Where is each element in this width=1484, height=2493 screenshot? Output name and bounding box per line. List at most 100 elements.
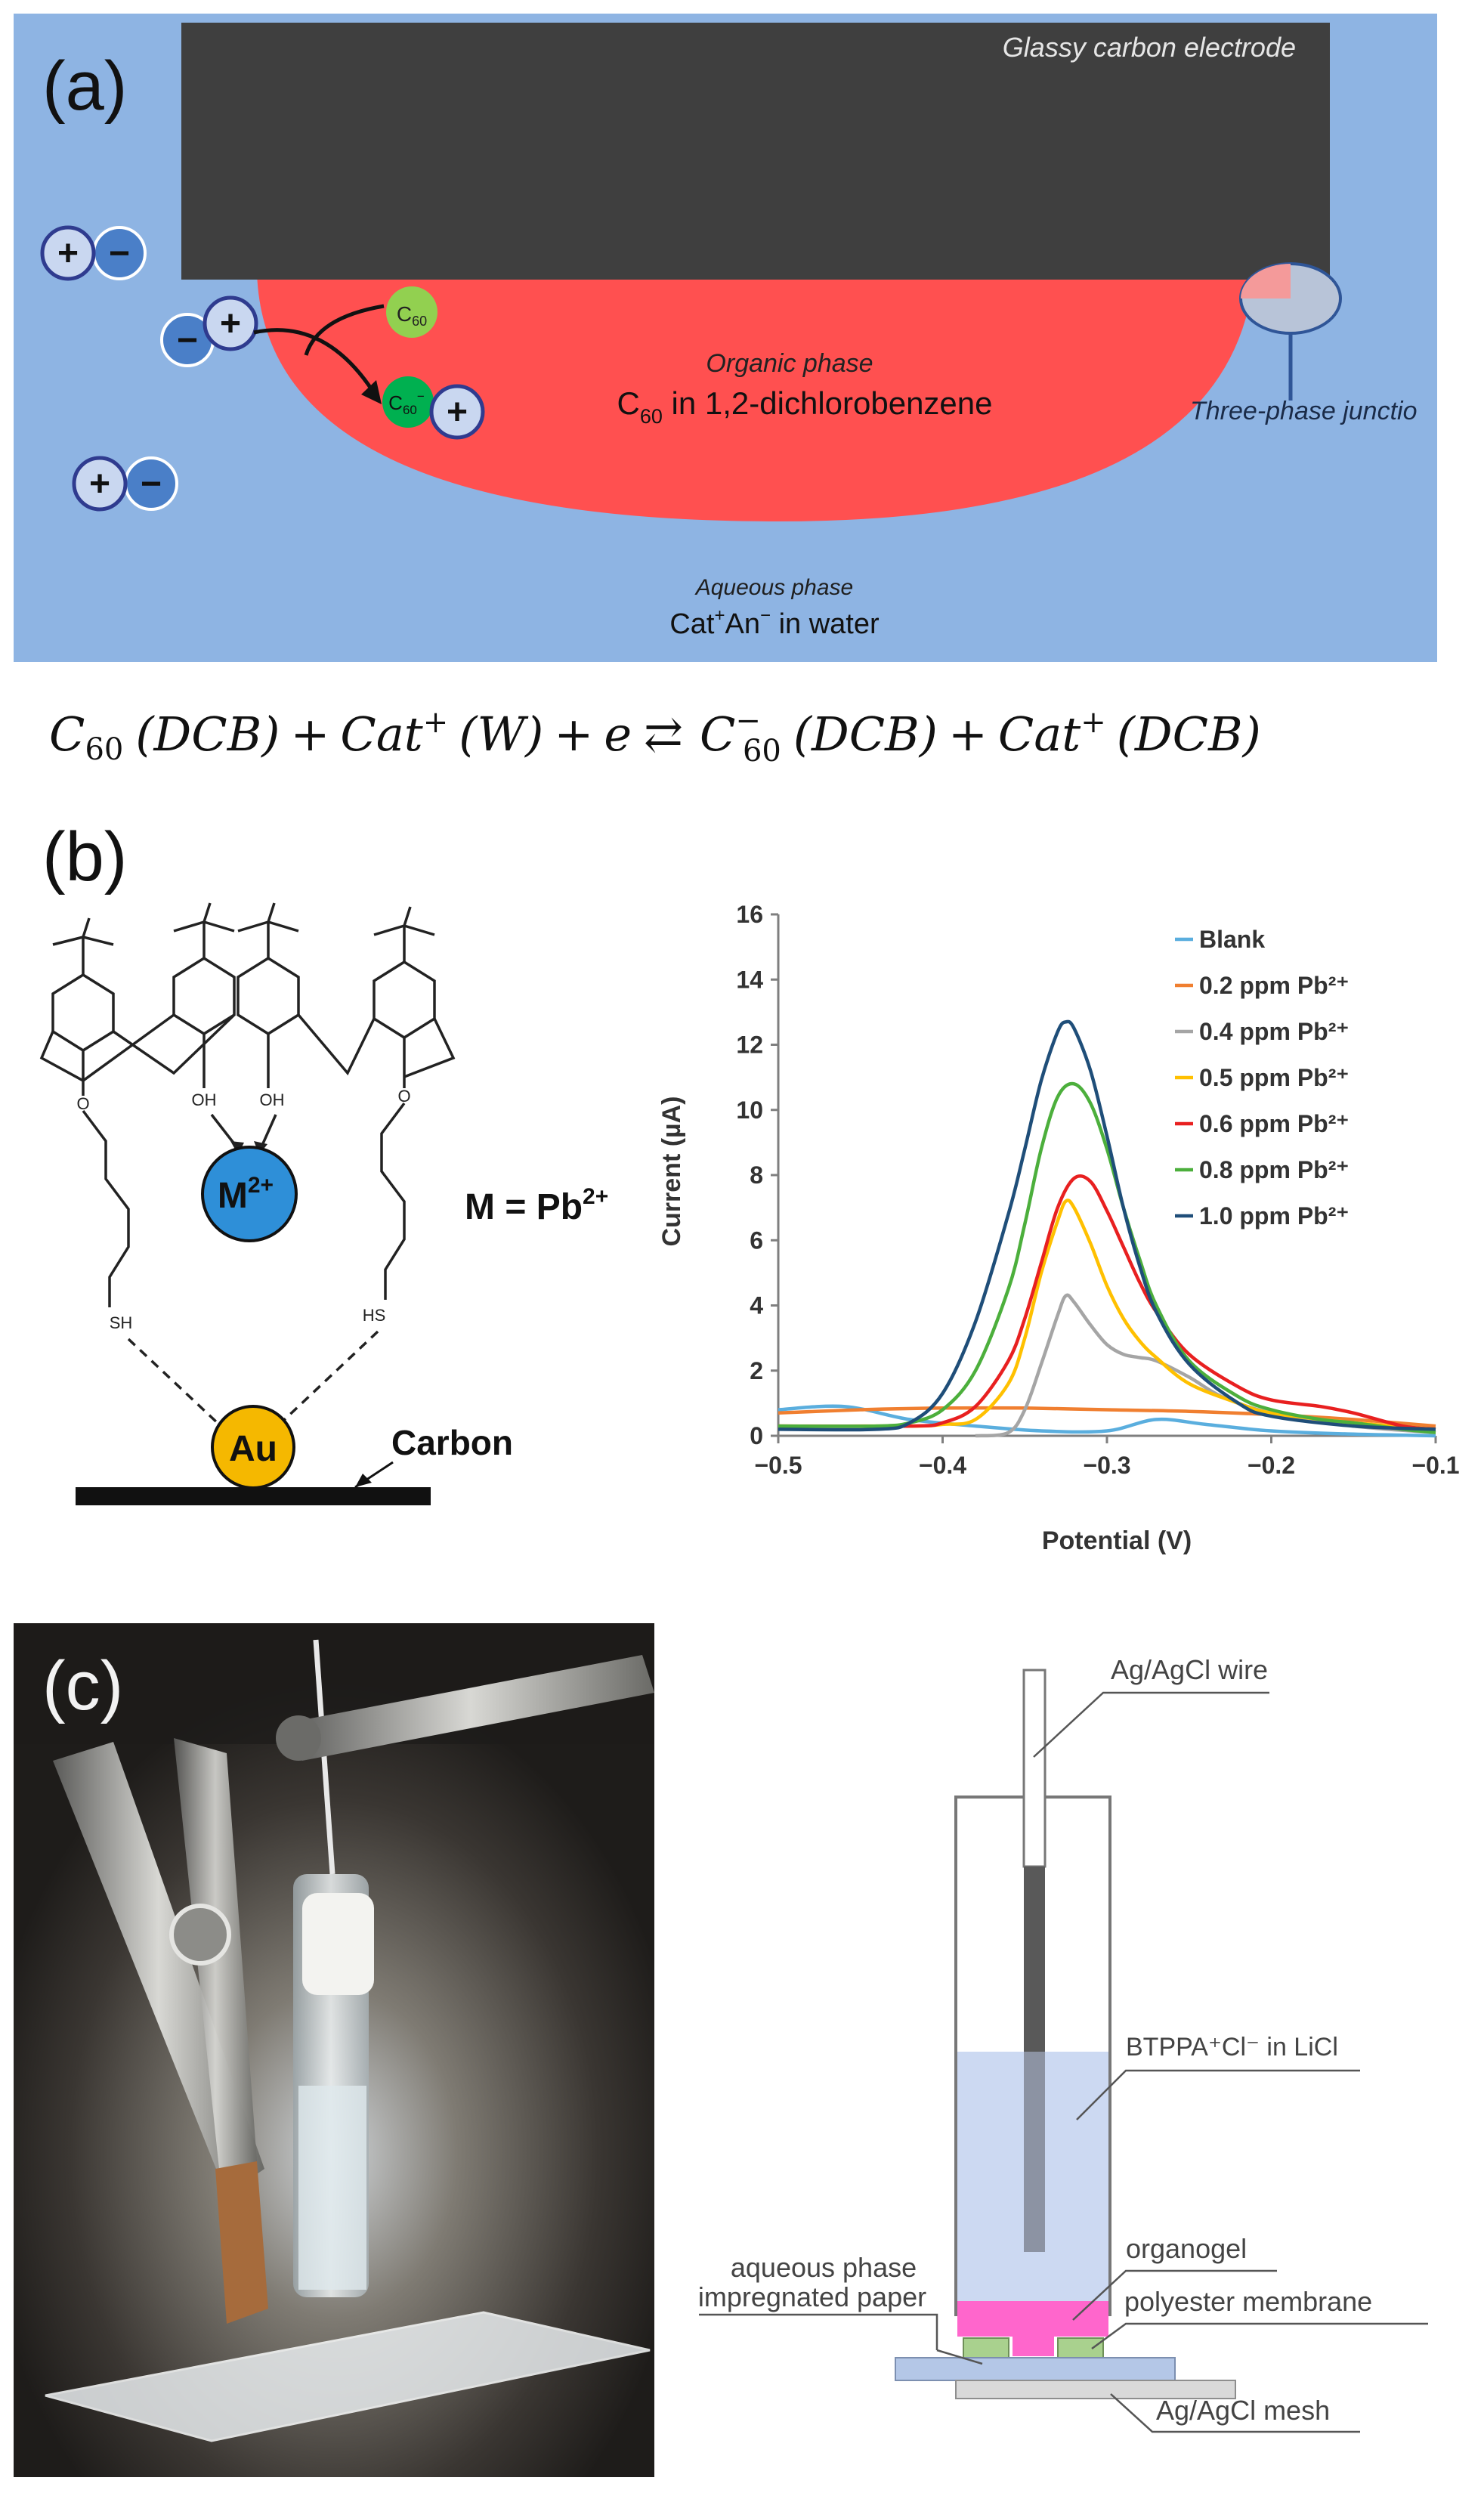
thiol-gold-bonds — [127, 1330, 379, 1426]
ion-pair-middle: − + — [160, 295, 258, 367]
svg-text:OH: OH — [192, 1090, 217, 1109]
chart-x-axis-label: Potential (V) — [1042, 1526, 1192, 1555]
agagcl-mesh — [955, 2380, 1236, 2399]
svg-text:Au: Au — [229, 1429, 277, 1469]
chart-y-tick-label: 4 — [750, 1292, 763, 1319]
chart-series-line-4 — [778, 1199, 1436, 1431]
metal-ion: M2+ — [201, 1146, 298, 1242]
chart-x-tick-label: −0.3 — [1083, 1452, 1130, 1479]
svg-text:O: O — [76, 1094, 89, 1113]
solution-label: BTPPA⁺Cl⁻ in LiCl — [1126, 2033, 1338, 2062]
organic-phase-droplet — [257, 272, 1254, 521]
svg-text:−: − — [177, 320, 198, 360]
svg-text:+: + — [57, 234, 79, 274]
chart-y-tick-label: 0 — [750, 1422, 763, 1449]
legend-label: 0.8 ppm Pb²⁺ — [1199, 1156, 1349, 1183]
chart-axes: −0.5 −0.4 −0.3 −0.2 −0.1 0 2 4 6 8 10 12 14 16 — [736, 901, 1459, 1479]
mesh-label: Ag/AgCl mesh — [1156, 2395, 1330, 2426]
svg-text:−: − — [109, 234, 130, 274]
chart-series-line-1 — [778, 1404, 1436, 1438]
svg-text:M2+: M2+ — [218, 1173, 274, 1216]
svg-text:HS: HS — [363, 1306, 386, 1325]
carbon-label: Carbon — [391, 1423, 513, 1462]
polyester-membrane-left — [963, 2337, 1009, 2358]
gold-nanoparticle: Au — [211, 1405, 295, 1489]
organogel-label: organogel — [1126, 2233, 1247, 2264]
panel-b: (b) O O — [39, 818, 608, 1505]
chart-y-tick-label: 8 — [750, 1161, 763, 1189]
svg-text:C60: C60 — [397, 302, 427, 329]
chart-legend: Blank 0.2 ppm Pb²⁺ 0.4 ppm Pb²⁺ 0.5 ppm Pb²… — [1175, 926, 1349, 1229]
electrode-label: Glassy carbon electrode — [1003, 32, 1296, 63]
electrochemical-cell-tube — [293, 1639, 374, 2297]
panel-c-schematic: Ag/AgCl wire BTPPA⁺Cl⁻ in LiCl organogel… — [698, 1654, 1428, 2433]
chart-y-tick-label: 14 — [736, 966, 763, 993]
chart-series-line-7 — [778, 1019, 1436, 1432]
calixarene-structure — [39, 902, 456, 1307]
glass-slide — [45, 2311, 651, 2442]
chart-series-lines — [778, 1019, 1436, 1438]
svg-text:C60(DCB)+Cat+(W)+e⇄C−60(DCB)+C: C60 (DCB) + Cat+ (W) + e ⇄ C− 60 (DCB) + Cat+ (DCB) — [49, 704, 1261, 769]
aqueous-phase-composition: Cat+An− in water — [669, 605, 880, 640]
c60-molecule: C60 — [386, 286, 437, 338]
ion-pair-bottom-left: + − — [72, 456, 178, 512]
svg-text:+: + — [447, 392, 468, 432]
panel-a: Glassy carbon electrode (a) Three-phase … — [14, 14, 1437, 662]
legend-label: 1.0 ppm Pb²⁺ — [1199, 1202, 1349, 1229]
panel-c-photo: (c) — [14, 1623, 654, 2477]
chart-series-line-2 — [778, 1406, 1436, 1428]
ion-pair-top-left: + − — [40, 225, 147, 281]
aqueous-paper-label-line2: impregnated paper — [698, 2281, 926, 2312]
chart-x-tick-label: −0.2 — [1247, 1452, 1295, 1479]
panel-b-label: (b) — [42, 818, 127, 895]
alligator-clip-top — [276, 1655, 654, 1761]
reaction-arrows — [253, 304, 385, 404]
chart-x-tick-label: −0.4 — [919, 1452, 966, 1479]
reaction-equation: C60 (DCB) + Cat+ (W) + e ⇄ C− 60 (DCB) + Cat+ (DCB) — [49, 704, 1261, 769]
legend-label: 0.2 ppm Pb²⁺ — [1199, 972, 1349, 999]
polyester-membrane-right — [1057, 2337, 1104, 2358]
chart-y-axis-label: Current (µA) — [657, 1096, 686, 1246]
chart-x-tick-label: −0.5 — [754, 1452, 802, 1479]
chart-x-tick-label: −0.1 — [1411, 1452, 1459, 1479]
chart-y-tick-label: 10 — [736, 1096, 763, 1124]
agagcl-wire-coated — [1024, 1867, 1045, 2052]
agagcl-wire — [1022, 1669, 1047, 1868]
chart-y-tick-label: 16 — [736, 901, 763, 928]
svg-text:OH: OH — [260, 1090, 285, 1109]
svg-text:C60−: C60− — [388, 389, 425, 417]
legend-label: Blank — [1199, 926, 1265, 953]
glassy-carbon-electrode — [181, 23, 1330, 280]
aqueous-paper-label-line1: aqueous phase — [731, 2252, 917, 2283]
chart-series-line-5 — [778, 1174, 1436, 1431]
organic-phase-composition: C60 in 1,2-dichlorobenzene — [617, 385, 992, 428]
reduced-c60-with-cation: C60− + — [382, 376, 485, 440]
svg-text:−: − — [141, 464, 162, 504]
wire-label: Ag/AgCl wire — [1111, 1654, 1268, 1685]
chart-y-tick-label: 2 — [750, 1357, 763, 1384]
legend-label: 0.5 ppm Pb²⁺ — [1199, 1064, 1349, 1091]
membrane-label: polyester membrane — [1124, 2286, 1372, 2317]
aqueous-paper — [895, 2357, 1176, 2381]
organic-phase-title: Organic phase — [706, 349, 873, 378]
panel-a-label: (a) — [42, 48, 127, 125]
junction-label: Three-phase junctio — [1190, 397, 1418, 425]
voltammetry-chart: −0.5 −0.4 −0.3 −0.2 −0.1 0 2 4 6 8 10 12 14 16 Blank 0… — [657, 901, 1460, 1555]
aqueous-phase-title: Aqueous phase — [694, 575, 854, 600]
metal-definition: M = Pb2+ — [465, 1184, 608, 1227]
alligator-clip-left — [53, 1738, 268, 2324]
panel-c-label: (c) — [42, 1647, 123, 1724]
svg-text:+: + — [89, 464, 110, 504]
legend-label: 0.4 ppm Pb²⁺ — [1199, 1018, 1349, 1045]
legend-label: 0.6 ppm Pb²⁺ — [1199, 1110, 1349, 1137]
chart-series-line-6 — [778, 1081, 1436, 1434]
svg-text:+: + — [220, 304, 241, 344]
organogel — [957, 2301, 1108, 2356]
chart-y-tick-label: 6 — [750, 1226, 763, 1254]
carbon-substrate — [76, 1487, 431, 1505]
chart-y-tick-label: 12 — [736, 1032, 763, 1059]
svg-text:SH: SH — [110, 1313, 133, 1332]
agagcl-wire-immersed — [1024, 2052, 1045, 2252]
three-phase-junction: Three-phase junctio — [1190, 262, 1418, 425]
